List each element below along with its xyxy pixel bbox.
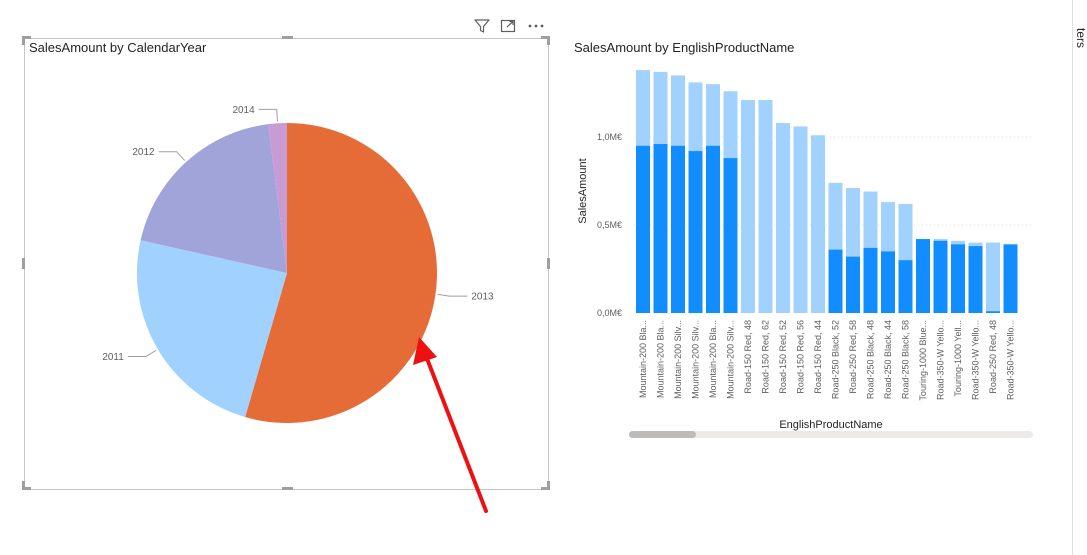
pie-chart-visual[interactable]: SalesAmount by CalendarYear 2013 2011 2012… (24, 38, 549, 490)
x-tick-label: Road-250 Red, 58 (848, 320, 858, 394)
x-tick-label: Mountain-200 Bla... (656, 320, 666, 398)
bar-total[interactable] (986, 242, 1000, 313)
y-tick-label: 0,0M€ (597, 308, 622, 318)
x-tick-label: Mountain-200 Silv... (726, 320, 736, 399)
resize-handle[interactable] (22, 481, 25, 490)
bar-total[interactable] (776, 122, 790, 313)
pie-data-label: 2014 (232, 105, 255, 116)
filter-icon[interactable] (472, 16, 492, 36)
bar-highlighted[interactable] (723, 158, 738, 313)
bar-highlighted[interactable] (986, 311, 1000, 313)
x-tick-label: Road-350-W Yello... (936, 320, 946, 400)
resize-handle[interactable] (22, 258, 25, 269)
bar-highlighted[interactable] (828, 249, 843, 313)
bar-total[interactable] (811, 135, 825, 313)
pie-chart-svg: 2013 2011 2012 2014 (102, 105, 494, 423)
bar-highlighted[interactable] (671, 145, 685, 313)
bar-highlighted[interactable] (636, 145, 650, 313)
bar-highlighted[interactable] (1003, 244, 1018, 313)
resize-handle[interactable] (547, 481, 550, 490)
x-tick-label: Road-150 Red, 48 (743, 320, 753, 394)
x-tick-label: Mountain-200 Bla... (708, 320, 718, 398)
y-axis-title: SalesAmount (577, 158, 589, 223)
x-tick-label: Road-250 Black, 52 (831, 320, 841, 399)
x-tick-label: Road-250 Red, 48 (988, 320, 998, 394)
focus-mode-icon[interactable] (498, 16, 518, 36)
pie-slice-2012[interactable] (140, 124, 287, 273)
bar-total[interactable] (793, 126, 808, 313)
bar-highlighted[interactable] (688, 151, 703, 313)
x-tick-label: Road-350-W Yello... (1006, 320, 1016, 400)
filters-pane-label: ters (1074, 28, 1087, 49)
resize-handle[interactable] (547, 258, 550, 269)
bar-chart-visual[interactable]: SalesAmount by EnglishProductName 0,0M€ 0… (566, 36, 1046, 446)
bar-chart-svg: 0,0M€ 0,5M€ 1,0M€ Mountain-200 Bla... Mounta… (577, 70, 1032, 431)
more-options-icon[interactable] (526, 16, 546, 36)
x-tick-label: Touring-1000 Yell... (953, 320, 963, 397)
x-tick-label: Road-150 Red, 62 (761, 320, 771, 394)
y-tick-label: 0,5M€ (597, 220, 622, 230)
pie-leader-line (127, 349, 157, 357)
pie-slice-2013[interactable] (245, 123, 437, 423)
resize-handle[interactable] (22, 36, 31, 39)
x-tick-label: Road-350-W Yello... (971, 320, 981, 400)
x-tick-label: Road-250 Black, 48 (866, 320, 876, 399)
pie-leader-line (158, 151, 186, 161)
pie-leader-line (258, 108, 278, 122)
resize-handle[interactable] (541, 36, 550, 39)
bar-total[interactable] (758, 100, 773, 313)
pie-chart-title: SalesAmount by CalendarYear (29, 40, 207, 55)
bar-highlighted[interactable] (653, 144, 668, 313)
x-tick-label: Mountain-200 Bla... (638, 320, 648, 398)
x-axis-title: EnglishProductName (779, 419, 882, 431)
bar-chart-scrollbar[interactable] (629, 431, 1033, 438)
resize-handle[interactable] (22, 487, 31, 490)
scrollbar-thumb[interactable] (629, 431, 696, 438)
x-tick-label: Road-150 Red, 44 (813, 320, 823, 394)
bar-highlighted[interactable] (846, 256, 860, 313)
bar-total[interactable] (741, 100, 755, 313)
bar-chart-title: SalesAmount by EnglishProductName (574, 40, 795, 55)
y-tick-label: 1,0M€ (597, 132, 622, 142)
bar-highlighted[interactable] (916, 239, 930, 313)
filters-pane-rail[interactable]: ters (1072, 0, 1087, 555)
resize-handle[interactable] (22, 36, 25, 45)
bar-highlighted[interactable] (968, 246, 983, 313)
x-tick-label: Touring-1000 Blue... (918, 320, 928, 401)
pie-data-label: 2013 (471, 292, 494, 303)
bar-highlighted[interactable] (863, 247, 878, 313)
x-tick-label: Mountain-200 Silv... (673, 320, 683, 399)
resize-handle[interactable] (282, 36, 293, 39)
pie-slice-2014[interactable] (268, 123, 287, 273)
x-tick-label: Mountain-200 Silv... (691, 320, 701, 399)
resize-handle[interactable] (282, 487, 293, 490)
bar-highlighted[interactable] (898, 260, 913, 313)
x-tick-label: Road-150 Red, 52 (778, 320, 788, 394)
x-tick-label: Road-250 Black, 58 (901, 320, 911, 399)
pie-data-label: 2012 (132, 147, 155, 158)
x-tick-label: Road-250 Black, 44 (883, 320, 893, 399)
x-tick-label: Road-150 Red, 56 (796, 320, 806, 394)
resize-handle[interactable] (541, 487, 550, 490)
pie-data-label: 2011 (102, 352, 124, 363)
bar-highlighted[interactable] (933, 240, 948, 313)
bar-highlighted[interactable] (706, 145, 720, 313)
pie-leader-line (437, 293, 468, 297)
resize-handle[interactable] (547, 36, 550, 45)
bar-highlighted[interactable] (951, 244, 965, 313)
pie-slice-2011[interactable] (137, 240, 287, 418)
bar-highlighted[interactable] (881, 251, 895, 313)
